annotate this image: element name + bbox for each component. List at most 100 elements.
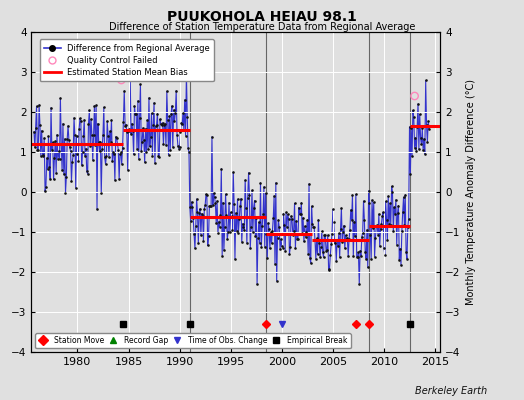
Point [33, 147, 41, 153]
Point [329, 206, 337, 212]
Point [350, 219, 358, 225]
Point [247, 224, 255, 230]
Point [267, 240, 276, 246]
Point [248, 187, 256, 194]
Point [41, 188, 49, 195]
Point [84, 121, 93, 127]
Point [261, 190, 270, 196]
Point [339, 228, 347, 235]
Point [53, 132, 61, 138]
Point [92, 102, 100, 108]
Point [132, 110, 140, 117]
Point [146, 143, 154, 150]
Point [299, 214, 307, 221]
Point [423, 139, 432, 146]
Point [309, 224, 318, 230]
Point [367, 256, 375, 262]
Point [383, 216, 391, 223]
Point [245, 192, 254, 198]
Point [155, 154, 163, 161]
Point [67, 148, 75, 155]
Point [233, 227, 241, 234]
Point [69, 152, 78, 159]
Point [83, 170, 92, 177]
Point [324, 267, 333, 273]
Point [377, 220, 386, 227]
Point [418, 125, 427, 132]
Point [300, 238, 308, 245]
Point [179, 110, 187, 116]
Point [238, 220, 247, 227]
Text: PUUKOHOLA HEIAU 98.1: PUUKOHOLA HEIAU 98.1 [167, 10, 357, 24]
Point [332, 258, 341, 264]
Point [314, 216, 323, 223]
Point [390, 204, 398, 210]
Point [271, 180, 280, 186]
Point [296, 211, 304, 217]
Point [255, 219, 263, 225]
Point [120, 88, 128, 94]
Point [330, 219, 338, 225]
Point [391, 210, 399, 217]
Point [154, 152, 162, 159]
Point [279, 210, 288, 217]
Point [308, 203, 316, 210]
Point [185, 149, 193, 156]
Point [336, 226, 345, 232]
Point [231, 256, 239, 262]
Point [241, 177, 249, 183]
Point [141, 125, 150, 132]
Point [106, 138, 115, 145]
Point [407, 125, 416, 131]
Point [119, 118, 127, 125]
Point [170, 118, 179, 125]
Point [403, 224, 412, 230]
Point [274, 234, 282, 241]
Point [97, 190, 105, 196]
Point [78, 148, 86, 155]
Point [190, 231, 198, 238]
Point [50, 154, 59, 161]
Point [323, 232, 332, 238]
Point [158, 120, 167, 126]
Point [169, 144, 177, 150]
Point [395, 256, 403, 263]
Point [290, 200, 299, 206]
Point [301, 223, 309, 230]
Point [147, 110, 156, 116]
Point [374, 232, 382, 238]
Point [414, 101, 422, 107]
Point [380, 252, 389, 259]
Point [204, 233, 213, 240]
Point [118, 145, 127, 151]
Point [31, 125, 40, 131]
Point [54, 148, 63, 154]
Point [51, 138, 59, 144]
Point [80, 117, 89, 123]
Point [206, 203, 214, 209]
Point [45, 163, 53, 170]
Point [392, 241, 401, 248]
Point [326, 252, 334, 258]
Point [196, 232, 205, 238]
Point [105, 128, 114, 134]
Point [342, 232, 350, 238]
Point [296, 211, 304, 218]
Point [38, 152, 47, 159]
Point [342, 236, 351, 243]
Point [383, 237, 391, 244]
Point [378, 213, 386, 219]
Point [100, 104, 108, 110]
Point [379, 209, 387, 216]
Point [199, 212, 207, 219]
Point [208, 134, 216, 140]
Point [334, 243, 342, 249]
Point [282, 224, 291, 230]
Point [359, 198, 368, 204]
Point [131, 111, 139, 118]
Point [237, 196, 245, 202]
Point [159, 141, 168, 147]
Point [73, 150, 82, 157]
Point [76, 115, 84, 122]
Point [375, 211, 383, 217]
